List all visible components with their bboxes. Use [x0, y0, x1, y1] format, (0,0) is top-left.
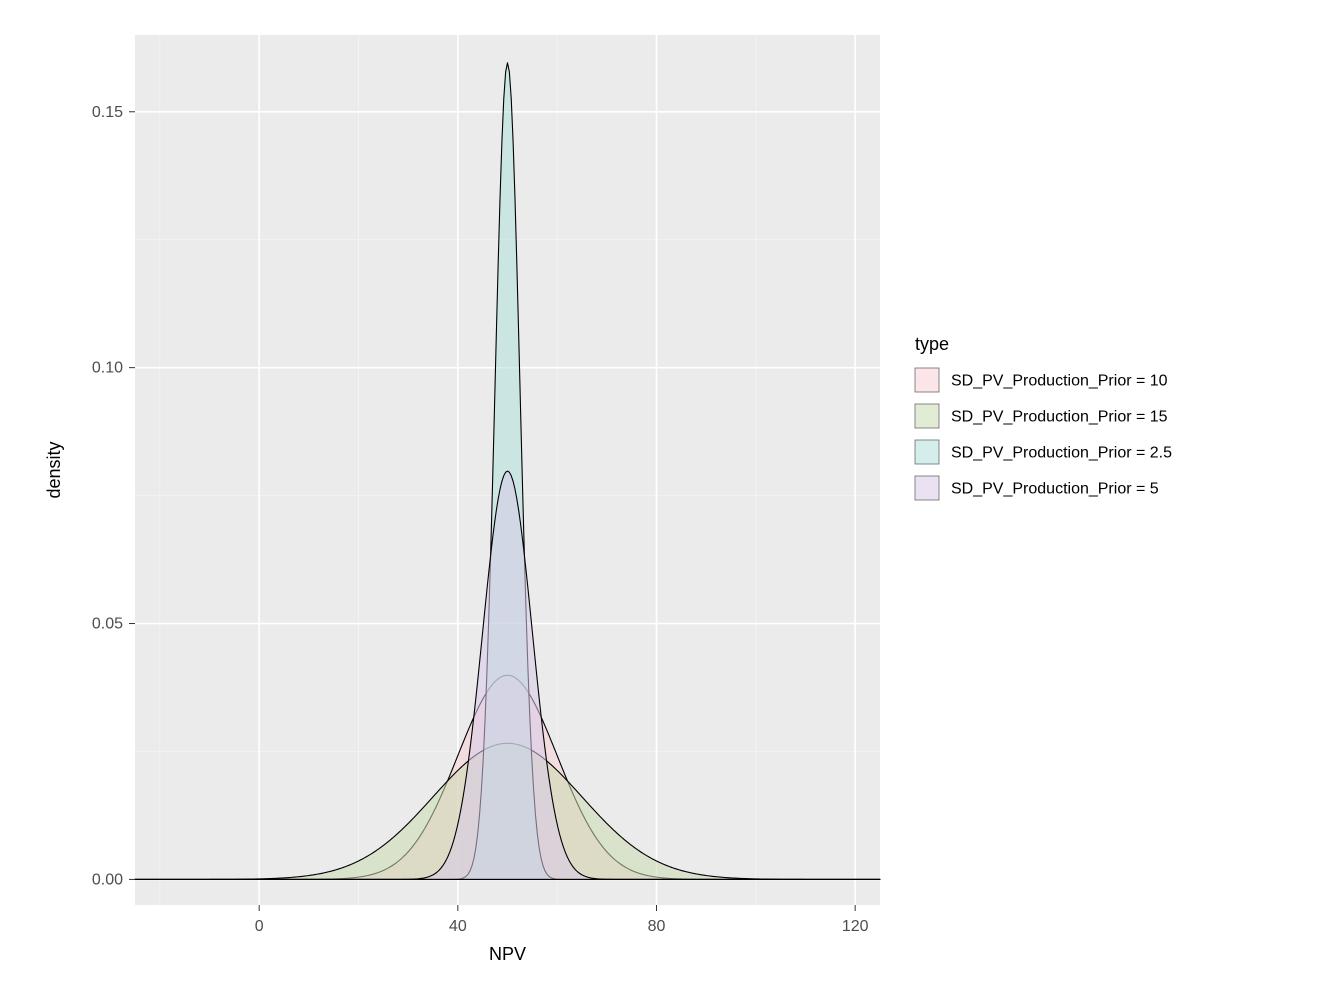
y-tick-label: 0.00 — [92, 871, 123, 888]
legend-item: SD_PV_Production_Prior = 10 — [915, 368, 1168, 392]
y-tick-label: 0.05 — [92, 616, 123, 633]
x-tick-label: 40 — [449, 918, 467, 935]
y-tick-label: 0.10 — [92, 360, 123, 377]
density-chart: 0 40 80 120 0.00 0.05 0.10 0.15 NPV density type SD… — [20, 20, 1324, 988]
legend-title: type — [915, 334, 949, 354]
legend-label: SD_PV_Production_Prior = 5 — [951, 480, 1159, 497]
x-tick-label: 80 — [648, 918, 666, 935]
y-tick-label: 0.15 — [92, 104, 123, 121]
legend-label: SD_PV_Production_Prior = 2.5 — [951, 444, 1172, 461]
y-axis-label: density — [44, 441, 64, 498]
legend-item: SD_PV_Production_Prior = 2.5 — [915, 440, 1172, 464]
legend-label: SD_PV_Production_Prior = 15 — [951, 408, 1168, 425]
legend-item: SD_PV_Production_Prior = 15 — [915, 404, 1168, 428]
x-axis-label: NPV — [489, 944, 526, 964]
chart-svg: 0 40 80 120 0.00 0.05 0.10 0.15 NPV density type SD… — [20, 20, 1324, 988]
x-tick-label: 0 — [255, 918, 264, 935]
legend-label: SD_PV_Production_Prior = 10 — [951, 372, 1168, 389]
x-tick-label: 120 — [842, 918, 869, 935]
legend-item: SD_PV_Production_Prior = 5 — [915, 476, 1159, 500]
